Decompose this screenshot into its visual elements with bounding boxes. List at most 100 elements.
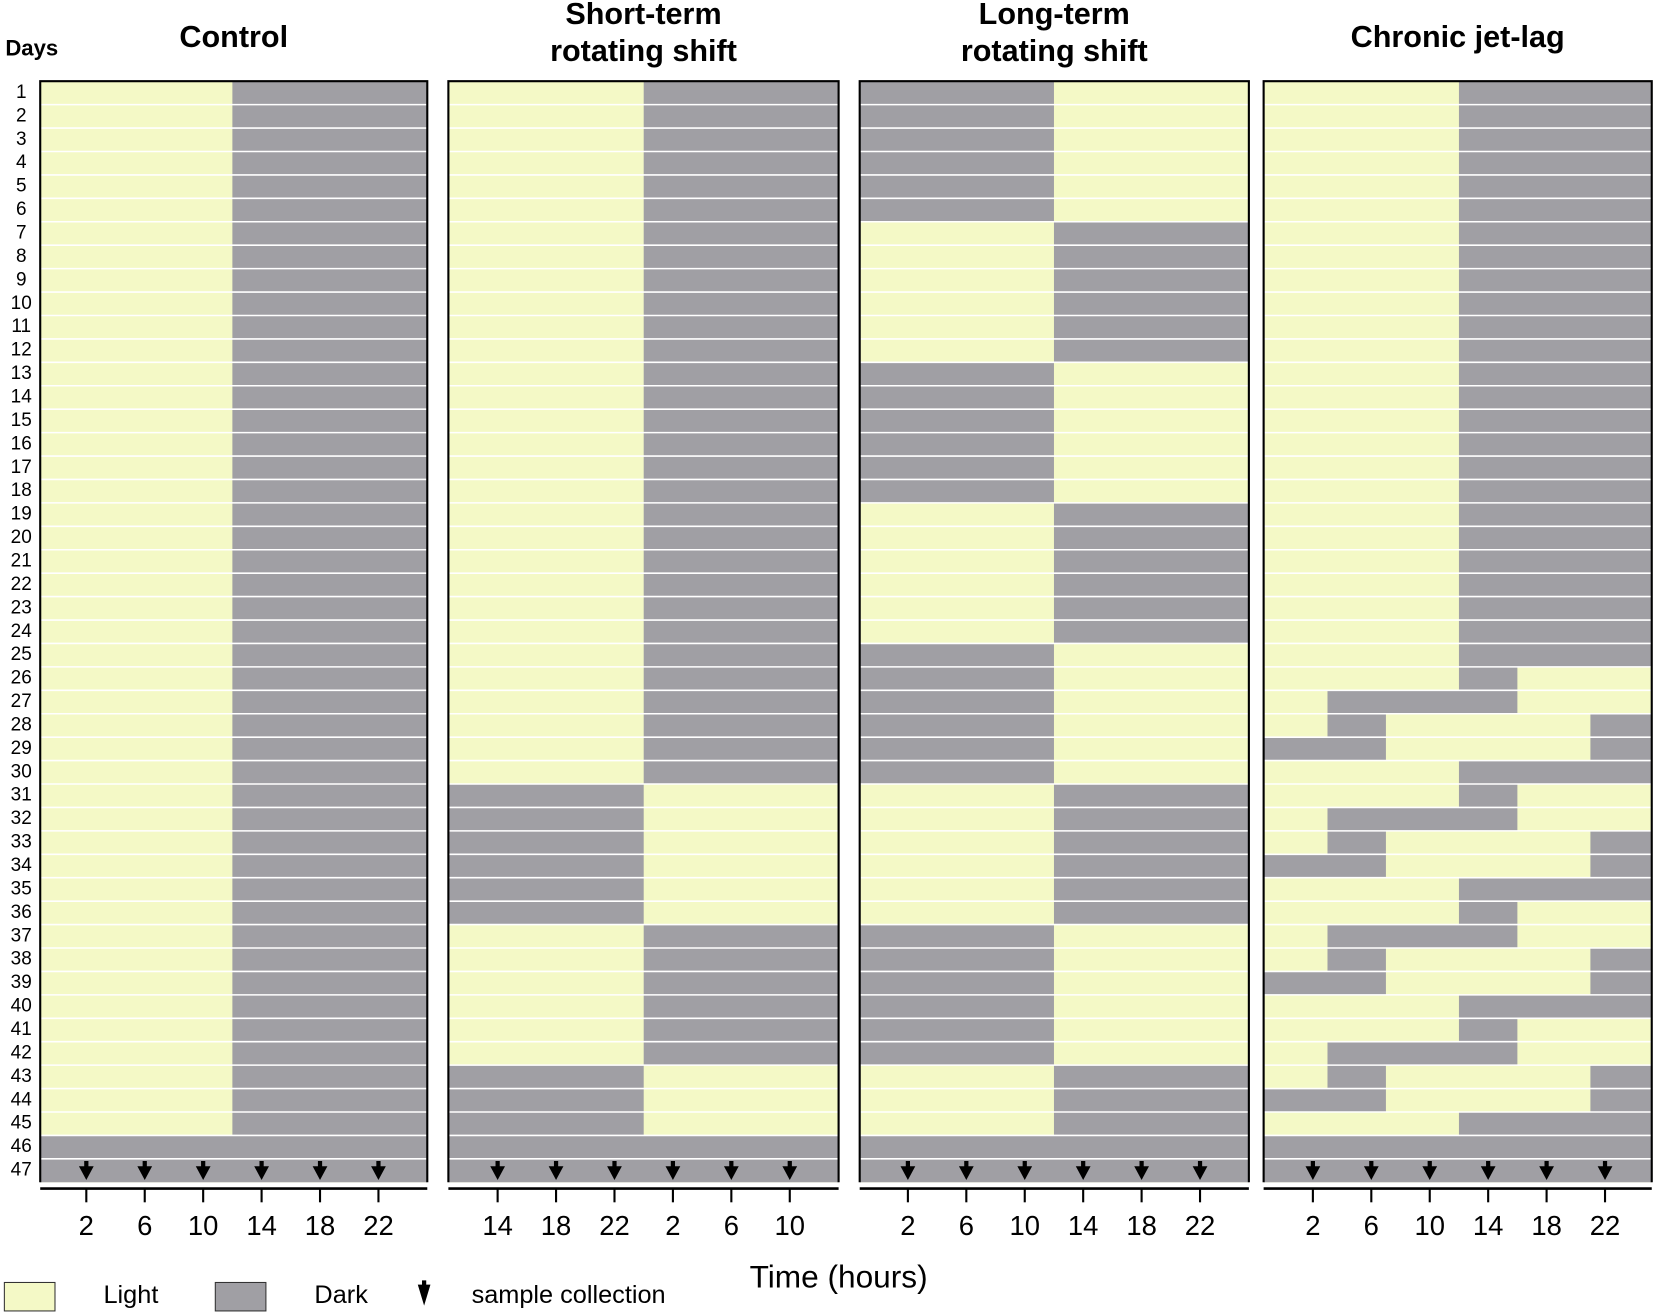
tick-label: 22	[599, 1210, 629, 1241]
sample-arrow	[195, 1160, 211, 1180]
dark-segment	[1590, 1065, 1652, 1089]
dark-segment	[643, 456, 839, 480]
dark-segment	[1263, 737, 1386, 761]
dark-segment	[1458, 994, 1652, 1019]
sample-arrow	[723, 1160, 739, 1180]
dark-segment	[643, 620, 839, 644]
legend-sample: sample collection	[472, 1281, 666, 1309]
dark-segment	[1458, 409, 1652, 433]
dark-segment	[1458, 620, 1652, 644]
sample-arrow	[78, 1160, 94, 1180]
dark-segment	[643, 385, 839, 410]
panel-frame	[1262, 80, 1653, 1183]
dark-segment	[859, 362, 1054, 386]
dark-segment	[232, 737, 428, 761]
day-label: 1	[16, 82, 27, 103]
dark-segment	[232, 620, 428, 644]
day-label: 4	[16, 152, 27, 173]
dark-segment	[1263, 854, 1386, 878]
dark-segment	[1053, 807, 1249, 831]
day-label: 31	[11, 785, 32, 806]
dark-segment	[859, 1041, 1054, 1066]
day-label: 13	[11, 363, 32, 384]
sample-arrow	[254, 1160, 269, 1180]
day-label: 8	[16, 246, 27, 267]
dark-segment	[643, 432, 839, 457]
dark-segment	[643, 573, 839, 597]
dark-segment	[1590, 713, 1652, 738]
day-label: 3	[16, 129, 27, 150]
dark-segment	[859, 666, 1054, 691]
day-label: 20	[11, 527, 32, 548]
sample-arrow	[137, 1160, 153, 1180]
sample-arrow	[1597, 1160, 1613, 1180]
day-label: 37	[11, 925, 32, 946]
day-label: 45	[11, 1113, 32, 1134]
dark-segment	[1263, 1158, 1652, 1183]
day-label: 26	[11, 668, 32, 689]
dark-segment	[1458, 573, 1652, 597]
panel-title: Control	[179, 20, 288, 54]
day-label: 6	[16, 199, 27, 220]
dark-segment	[643, 549, 839, 574]
dark-segment	[1458, 549, 1652, 574]
dark-segment	[232, 760, 428, 785]
dark-segment	[643, 924, 839, 949]
tick-label: 10	[775, 1210, 805, 1241]
dark-segment	[232, 596, 428, 621]
day-label: 2	[16, 105, 27, 126]
day-label: 15	[11, 410, 32, 431]
dark-segment	[1458, 666, 1518, 691]
dark-segment	[232, 994, 428, 1019]
dark-segment	[232, 1065, 428, 1089]
tick-label: 18	[1531, 1210, 1561, 1241]
dark-segment	[232, 502, 428, 527]
tick-label: 18	[305, 1210, 335, 1241]
dark-segment	[643, 198, 839, 222]
dark-segment	[232, 198, 428, 222]
sample-arrow	[371, 1160, 386, 1180]
dark-segment	[448, 830, 644, 855]
sample-arrow	[1075, 1160, 1091, 1180]
dark-segment	[1458, 502, 1652, 527]
light-row	[1263, 1018, 1652, 1042]
dark-segment	[643, 502, 839, 527]
dark-segment	[1053, 1088, 1249, 1112]
dark-segment	[232, 221, 428, 246]
dark-segment	[1053, 784, 1249, 808]
day-label: 5	[16, 176, 27, 197]
dark-segment	[643, 948, 839, 972]
tick-label: 10	[188, 1210, 218, 1241]
sample-arrow	[1305, 1160, 1321, 1180]
dark-segment	[1053, 854, 1249, 878]
dark-segment	[1458, 479, 1652, 503]
day-label: 9	[16, 269, 27, 290]
day-label: 24	[11, 621, 32, 642]
dark-segment	[859, 1158, 1249, 1183]
dark-segment	[1053, 502, 1249, 527]
day-label: 34	[11, 855, 32, 876]
dark-segment	[232, 385, 428, 410]
dark-segment	[1458, 174, 1652, 199]
dark-segment	[643, 666, 839, 691]
tick-label: 6	[137, 1210, 152, 1241]
day-label: 23	[11, 597, 32, 618]
dark-segment	[859, 409, 1054, 433]
dark-segment	[1458, 362, 1652, 386]
dark-segment	[1327, 948, 1386, 972]
dark-segment	[1458, 151, 1652, 175]
day-label: 16	[11, 433, 32, 454]
dark-segment	[1458, 643, 1652, 667]
dark-segment	[1053, 620, 1249, 644]
dark-segment	[232, 292, 428, 316]
sample-arrow	[1480, 1160, 1496, 1180]
dark-segment	[643, 526, 839, 550]
dark-segment	[1263, 1135, 1652, 1159]
day-label: 33	[11, 832, 32, 853]
dark-segment	[643, 971, 839, 995]
sample-arrow	[958, 1160, 974, 1180]
day-label: 21	[11, 550, 32, 571]
dark-segment	[1458, 338, 1652, 363]
panel-title: Chronic jet-lag	[1351, 20, 1565, 54]
